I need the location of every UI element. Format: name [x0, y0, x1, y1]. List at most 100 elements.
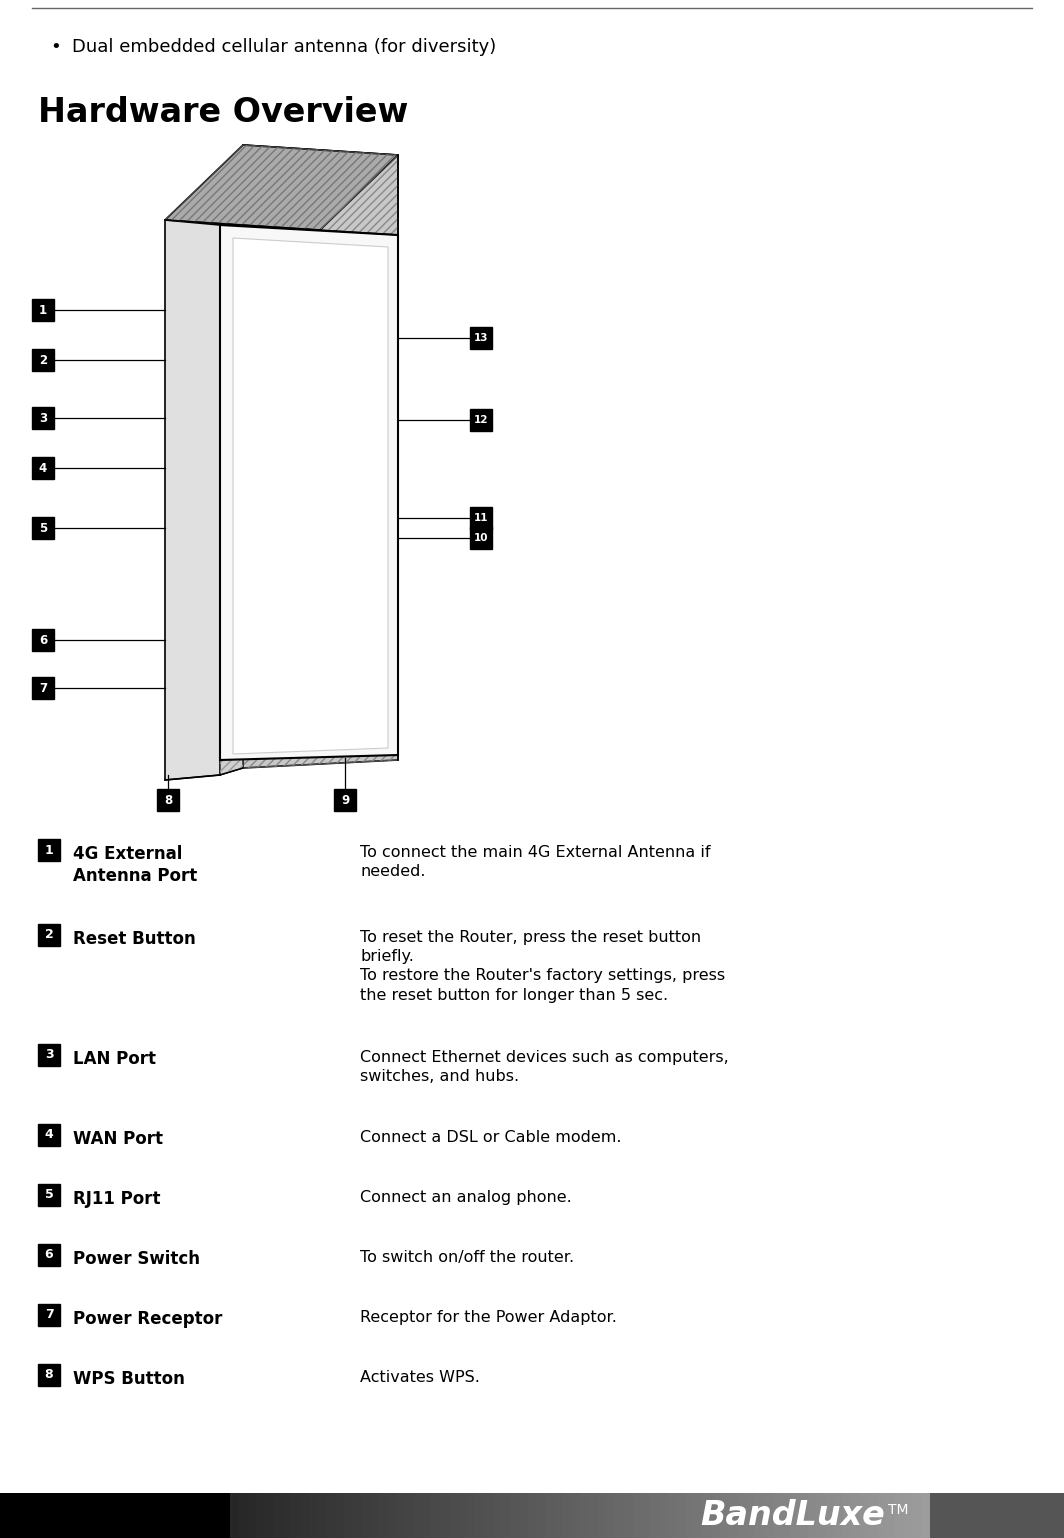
Text: Power Receptor: Power Receptor — [73, 1310, 222, 1327]
Bar — [32, 408, 54, 429]
Bar — [466, 1493, 475, 1538]
Text: 13: 13 — [473, 334, 488, 343]
Text: 4: 4 — [39, 461, 47, 475]
Bar — [886, 1493, 895, 1538]
Bar — [755, 1493, 764, 1538]
Bar — [834, 1493, 843, 1538]
Text: 8: 8 — [45, 1369, 53, 1381]
Text: 3: 3 — [45, 1049, 53, 1061]
Bar — [38, 1244, 60, 1266]
Bar — [0, 1493, 230, 1538]
Bar — [458, 1493, 466, 1538]
Text: 5: 5 — [39, 521, 47, 535]
Text: 4: 4 — [38, 1503, 49, 1521]
Text: Receptor for the Power Adaptor.: Receptor for the Power Adaptor. — [360, 1310, 617, 1326]
Bar — [816, 1493, 825, 1538]
Bar — [32, 517, 54, 538]
Text: To connect the main 4G External Antenna if
needed.: To connect the main 4G External Antenna … — [360, 844, 711, 880]
Bar — [895, 1493, 903, 1538]
Bar — [667, 1493, 677, 1538]
Bar — [273, 1493, 283, 1538]
Bar — [38, 1044, 60, 1066]
Text: 4G External
Antenna Port: 4G External Antenna Port — [73, 844, 197, 886]
Bar — [38, 840, 60, 861]
Text: 12: 12 — [473, 415, 488, 424]
Bar — [711, 1493, 720, 1538]
Bar — [379, 1493, 387, 1538]
Polygon shape — [220, 225, 243, 775]
Bar — [317, 1493, 327, 1538]
Bar — [470, 328, 492, 349]
Bar — [580, 1493, 588, 1538]
Text: WPS Button: WPS Button — [73, 1370, 185, 1387]
Bar — [825, 1493, 834, 1538]
Text: 4: 4 — [45, 1129, 53, 1141]
Bar — [32, 298, 54, 321]
Bar — [729, 1493, 737, 1538]
Text: 2: 2 — [39, 354, 47, 366]
Bar — [470, 409, 492, 431]
Bar — [248, 1493, 256, 1538]
Bar — [650, 1493, 659, 1538]
Bar — [32, 457, 54, 478]
Bar — [370, 1493, 379, 1538]
Bar — [38, 924, 60, 946]
Text: RJ11 Port: RJ11 Port — [73, 1190, 161, 1207]
Text: 6: 6 — [39, 634, 47, 646]
Bar — [292, 1493, 300, 1538]
Text: 6: 6 — [45, 1249, 53, 1261]
Bar — [38, 1304, 60, 1326]
Text: 2: 2 — [45, 929, 53, 941]
Bar — [772, 1493, 781, 1538]
Bar — [32, 677, 54, 698]
Text: Hardware Overview: Hardware Overview — [38, 95, 409, 129]
Text: •: • — [50, 38, 61, 55]
Bar — [615, 1493, 624, 1538]
Text: 7: 7 — [45, 1309, 53, 1321]
Text: 1: 1 — [45, 843, 53, 857]
Text: To switch on/off the router.: To switch on/off the router. — [360, 1250, 575, 1264]
Bar — [300, 1493, 309, 1538]
Bar — [720, 1493, 729, 1538]
Bar — [493, 1493, 501, 1538]
Bar — [501, 1493, 510, 1538]
Bar — [843, 1493, 851, 1538]
Bar — [860, 1493, 868, 1538]
Bar — [414, 1493, 422, 1538]
Bar — [588, 1493, 598, 1538]
Bar — [598, 1493, 606, 1538]
Bar — [789, 1493, 799, 1538]
Bar — [38, 1124, 60, 1146]
Text: 5: 5 — [45, 1189, 53, 1201]
Bar — [405, 1493, 414, 1538]
Bar — [470, 508, 492, 529]
Text: 11: 11 — [473, 514, 488, 523]
Bar — [327, 1493, 335, 1538]
Bar — [553, 1493, 563, 1538]
Bar — [764, 1493, 772, 1538]
Bar — [283, 1493, 292, 1538]
Bar — [32, 629, 54, 651]
Bar — [352, 1493, 362, 1538]
Polygon shape — [220, 225, 398, 760]
Text: 8: 8 — [164, 794, 172, 806]
Bar — [362, 1493, 370, 1538]
Text: 3: 3 — [39, 412, 47, 424]
Bar — [878, 1493, 886, 1538]
Bar — [484, 1493, 493, 1538]
Polygon shape — [165, 145, 398, 231]
Bar — [677, 1493, 685, 1538]
Bar — [781, 1493, 789, 1538]
Bar — [396, 1493, 405, 1538]
Bar — [0, 1493, 1064, 1538]
Bar — [930, 1493, 1064, 1538]
Text: Activates WPS.: Activates WPS. — [360, 1370, 480, 1386]
Bar — [238, 1493, 248, 1538]
Text: Connect a DSL or Cable modem.: Connect a DSL or Cable modem. — [360, 1130, 621, 1144]
Text: To reset the Router, press the reset button
briefly.
To restore the Router's fac: To reset the Router, press the reset but… — [360, 930, 726, 1003]
Polygon shape — [243, 145, 398, 767]
Bar — [230, 1493, 238, 1538]
Text: Power Switch: Power Switch — [73, 1250, 200, 1267]
Bar — [510, 1493, 519, 1538]
Text: Reset Button: Reset Button — [73, 930, 196, 947]
